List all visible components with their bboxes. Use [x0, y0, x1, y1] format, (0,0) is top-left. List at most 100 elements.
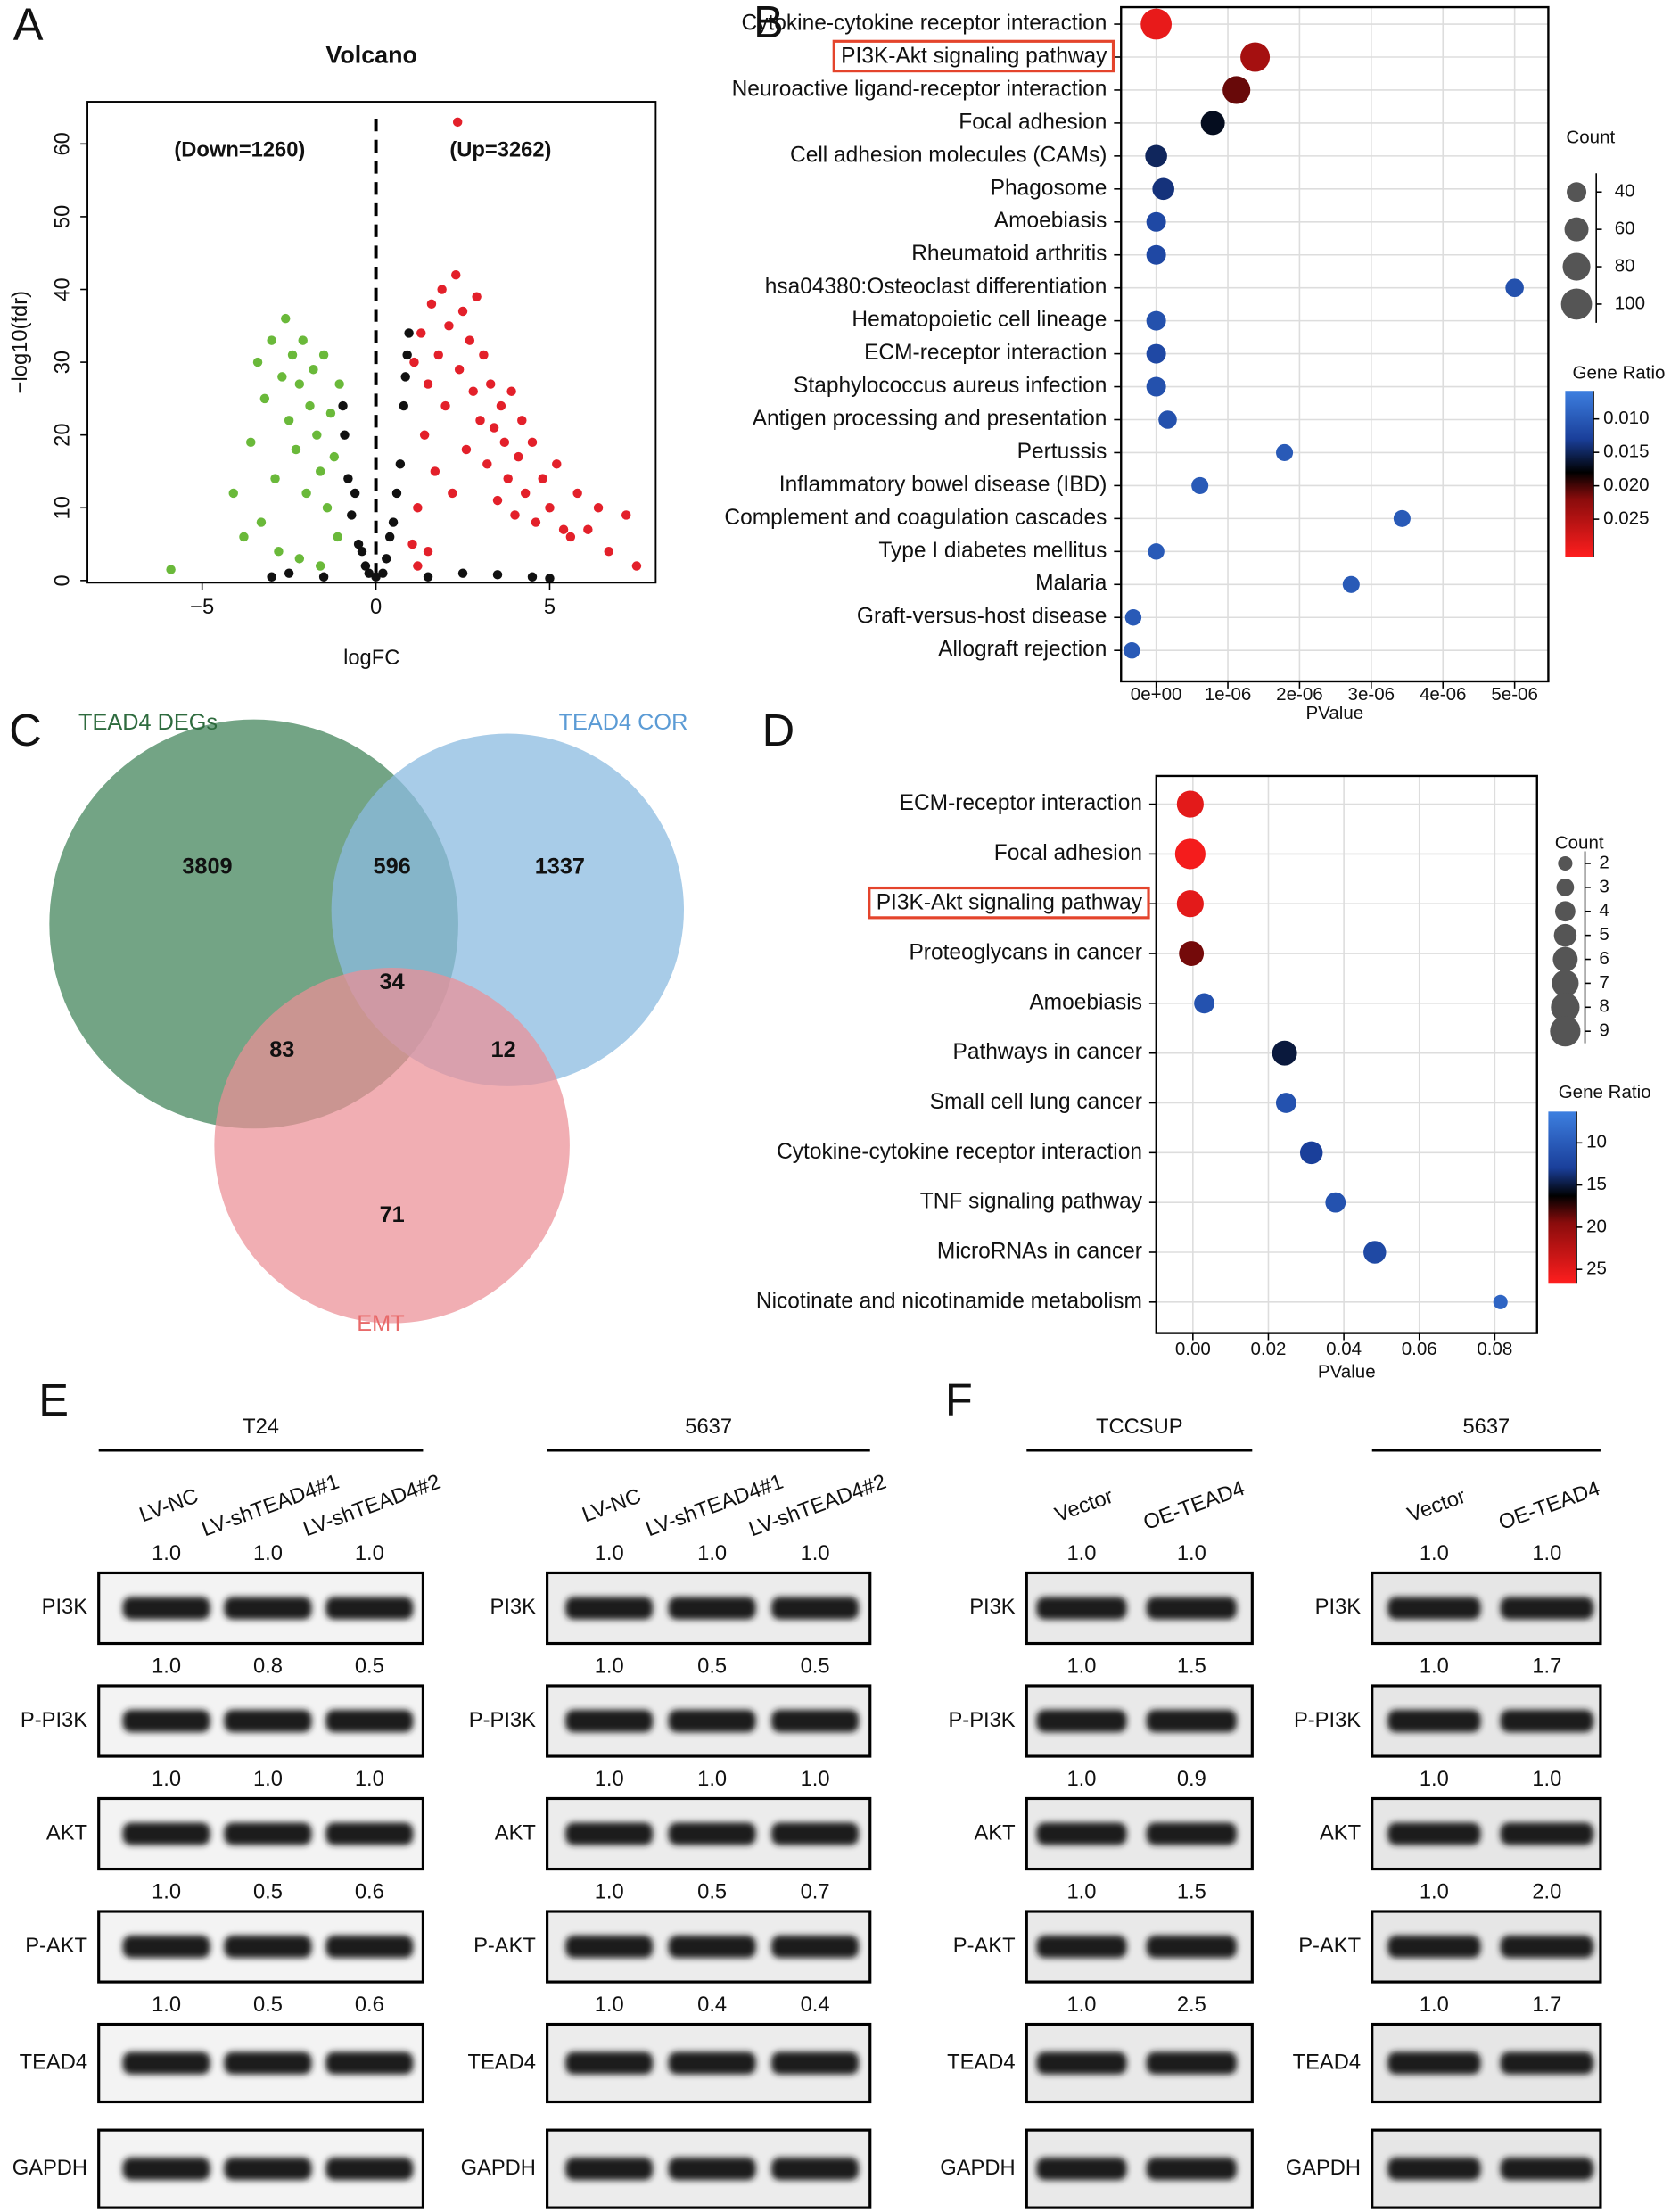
lane-label: LV-NC — [136, 1485, 202, 1528]
ratio-label: 0.5 — [697, 1881, 727, 1904]
band — [1387, 2157, 1481, 2181]
legend-title: Count — [1566, 128, 1615, 148]
legend-label: 2 — [1599, 852, 1609, 872]
ratio-label: 1.0 — [697, 1768, 727, 1791]
ratio-label: 2.0 — [1532, 1881, 1561, 1904]
venn-set-label: EMT — [357, 1311, 404, 1336]
point — [457, 568, 468, 578]
ratio-label: 1.0 — [801, 1542, 830, 1565]
band — [565, 1597, 654, 1620]
category-label: TNF signaling pathway — [920, 1190, 1143, 1214]
venn-count: 596 — [374, 854, 411, 879]
ratio-label: 1.0 — [697, 1542, 727, 1565]
ratio-label: 1.5 — [1177, 1881, 1206, 1904]
panel-label: D — [762, 705, 795, 755]
legend-title: Count — [1555, 832, 1604, 853]
dot — [1393, 509, 1411, 527]
point — [496, 400, 506, 411]
point — [423, 546, 433, 557]
ratio-label: 0.6 — [355, 1881, 384, 1904]
point — [333, 532, 342, 542]
category-label: Cytokine-cytokine receptor interaction — [777, 1140, 1142, 1164]
ratio-label: 1.0 — [1066, 1655, 1096, 1679]
point — [291, 444, 301, 455]
ratio-label: 0.8 — [253, 1655, 283, 1679]
legend-dot — [1558, 855, 1573, 871]
band — [668, 2051, 756, 2075]
protein-label: P-PI3K — [1294, 1709, 1361, 1732]
point — [399, 400, 408, 411]
point — [395, 459, 406, 469]
protein-label: PI3K — [42, 1596, 88, 1619]
lane-label: OE-TEAD4 — [1496, 1477, 1603, 1535]
band — [771, 1709, 860, 1733]
point — [409, 357, 419, 367]
colorbar — [1565, 391, 1594, 557]
band — [1500, 2157, 1594, 2181]
y-tick-label: 20 — [51, 423, 74, 446]
band — [224, 1597, 312, 1620]
point — [492, 570, 503, 580]
colorbar — [1548, 1111, 1577, 1284]
protein-label: P-PI3K — [469, 1709, 536, 1732]
point — [391, 488, 402, 499]
ratio-label: 1.0 — [355, 1768, 384, 1791]
venn-set-label: TEAD4 COR — [559, 710, 688, 735]
point — [378, 568, 388, 578]
dot — [1176, 790, 1204, 818]
band — [1146, 2157, 1237, 2181]
point — [274, 546, 284, 557]
category-label: Hematopoietic cell lineage — [852, 308, 1107, 332]
category-label: Proteoglycans in cancer — [909, 941, 1141, 965]
point — [531, 517, 541, 527]
ratio-label: 0.5 — [253, 1881, 283, 1904]
band — [224, 1935, 312, 1959]
band — [122, 2051, 210, 2075]
protein-label: PI3K — [969, 1596, 1016, 1619]
x-tick-label: 0.02 — [1250, 1339, 1286, 1359]
dot — [1174, 838, 1206, 870]
band — [1500, 1822, 1594, 1845]
dot — [1493, 1294, 1508, 1309]
band — [122, 1822, 210, 1845]
panel-label: B — [753, 0, 784, 47]
point — [270, 474, 280, 483]
category-label: Graft-versus-host disease — [857, 605, 1107, 629]
point — [520, 488, 531, 499]
band — [1036, 1597, 1127, 1620]
point — [402, 350, 412, 360]
x-tick-label: 4e-06 — [1420, 684, 1467, 705]
colorbar-label: 0.010 — [1603, 408, 1649, 428]
band — [1500, 2051, 1594, 2075]
band — [1146, 1597, 1237, 1620]
point — [552, 459, 562, 469]
band — [565, 1709, 654, 1733]
point — [360, 561, 371, 571]
y-tick-label: 30 — [51, 351, 74, 374]
category-label: Phagosome — [991, 176, 1107, 200]
point — [301, 488, 311, 499]
point — [457, 306, 468, 317]
band — [224, 1709, 312, 1733]
band — [1387, 1597, 1481, 1620]
dot — [1194, 993, 1214, 1014]
ratio-label: 1.0 — [1420, 1768, 1449, 1791]
point — [416, 328, 426, 338]
dot — [1152, 177, 1174, 201]
ratio-label: 1.0 — [253, 1542, 283, 1565]
point — [538, 474, 547, 483]
point — [604, 546, 613, 557]
point — [353, 539, 364, 549]
ratio-label: 1.0 — [595, 1542, 624, 1565]
band — [771, 2051, 860, 2075]
band — [1146, 1935, 1237, 1959]
colorbar-label: 0.020 — [1603, 475, 1649, 495]
protein-label: TEAD4 — [1293, 2051, 1361, 2074]
point — [325, 408, 336, 418]
dot — [1200, 111, 1225, 136]
point — [340, 430, 350, 440]
point — [384, 532, 395, 542]
point — [479, 350, 489, 360]
x-tick-label: 0.00 — [1175, 1339, 1211, 1359]
ratio-label: 1.0 — [1420, 1993, 1449, 2017]
